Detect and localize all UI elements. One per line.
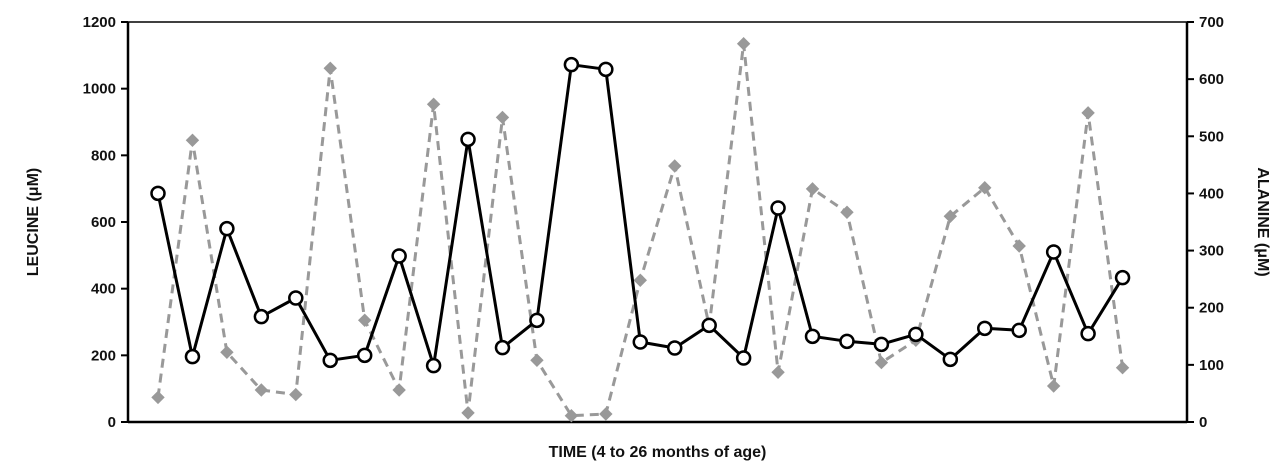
y-right-tick-label: 300 xyxy=(1199,243,1224,260)
series-1-point xyxy=(391,248,407,264)
series-1-point xyxy=(735,350,752,366)
series-2-point xyxy=(599,407,613,421)
series-2-point xyxy=(1046,379,1061,393)
y-right-tick-label: 600 xyxy=(1199,71,1224,88)
y-right-tick-label: 500 xyxy=(1199,128,1224,145)
series-1-point xyxy=(253,308,270,325)
series-1-point xyxy=(908,326,924,343)
series-2-point xyxy=(185,133,200,147)
series-2-point xyxy=(426,97,441,111)
series-2-point xyxy=(668,159,682,173)
series-2-point xyxy=(151,390,165,405)
series-1-point xyxy=(494,339,511,356)
y-left-tick-label: 600 xyxy=(91,214,116,231)
series-2-point xyxy=(495,110,510,125)
series-1-point xyxy=(288,290,304,306)
y-right-tick-label: 100 xyxy=(1199,357,1224,374)
y-left-tick-label: 1000 xyxy=(83,81,116,98)
series-1-point xyxy=(460,131,476,148)
series-2-point xyxy=(254,383,269,397)
series-2-point xyxy=(805,182,820,196)
series-1-point xyxy=(804,328,821,345)
series-1-point xyxy=(1045,244,1062,260)
series-1-point xyxy=(563,56,580,73)
y-right-tick-label: 700 xyxy=(1199,14,1224,31)
y-left-tick-label: 200 xyxy=(91,347,116,364)
series-1-point xyxy=(1011,322,1027,339)
series-2-point xyxy=(978,181,992,195)
series-1-point xyxy=(598,61,614,78)
series-1-point xyxy=(1114,269,1131,286)
series-1-point xyxy=(839,333,855,350)
series-1-point xyxy=(701,317,717,334)
series-2-point xyxy=(392,383,406,397)
series-2-point xyxy=(530,353,544,367)
series-2-point xyxy=(874,355,889,370)
series-1-point xyxy=(219,220,235,237)
series-1-point xyxy=(356,347,373,364)
series-2-point xyxy=(1012,239,1026,253)
series-2-point xyxy=(943,209,958,223)
y-right-tick-label: 200 xyxy=(1199,300,1224,317)
y-right-tick-label: 400 xyxy=(1199,185,1224,202)
series-2-point xyxy=(736,37,751,51)
series-1-point xyxy=(977,320,993,337)
series-group xyxy=(150,37,1131,423)
series-1-point xyxy=(1080,325,1096,342)
series-1-point xyxy=(770,200,786,216)
x-axis-title: TIME (4 to 26 months of age) xyxy=(549,444,767,461)
series-1-point xyxy=(150,185,166,202)
series-2-point xyxy=(633,273,647,287)
series-1-point xyxy=(529,312,545,329)
y-left-tick-label: 800 xyxy=(91,147,116,164)
axes: 0 200 400 600 800 1000 1200 0 100 200 300 400 500 600… xyxy=(83,14,1224,431)
series-2-point xyxy=(357,313,372,327)
series-1-point xyxy=(666,340,683,356)
y-right-tick-label: 0 xyxy=(1199,414,1207,431)
series-2-point xyxy=(1081,106,1095,120)
series-2-point xyxy=(220,345,234,359)
series-2-point xyxy=(564,409,579,423)
series-1-point xyxy=(184,348,201,365)
series-2-point xyxy=(323,61,337,75)
series-2-point xyxy=(289,387,303,402)
series-2-point xyxy=(840,205,854,219)
series-2-point xyxy=(1115,361,1130,375)
y-axis-right-title: ALANINE (μM) xyxy=(1254,167,1271,276)
series-2-point xyxy=(461,406,475,420)
y-left-tick-label: 0 xyxy=(108,414,116,431)
series-1-point xyxy=(942,351,959,368)
y-left-tick-label: 1200 xyxy=(83,14,116,31)
series-2-line xyxy=(156,42,1125,418)
series-1-point xyxy=(632,334,649,350)
y-left-tick-label: 400 xyxy=(91,281,116,298)
series-1-point xyxy=(873,336,890,353)
series-1-point xyxy=(322,352,338,369)
series-1-point xyxy=(425,357,442,374)
series-2-point xyxy=(771,365,785,379)
y-axis-left-title: LEUCINE (μM) xyxy=(25,168,42,276)
